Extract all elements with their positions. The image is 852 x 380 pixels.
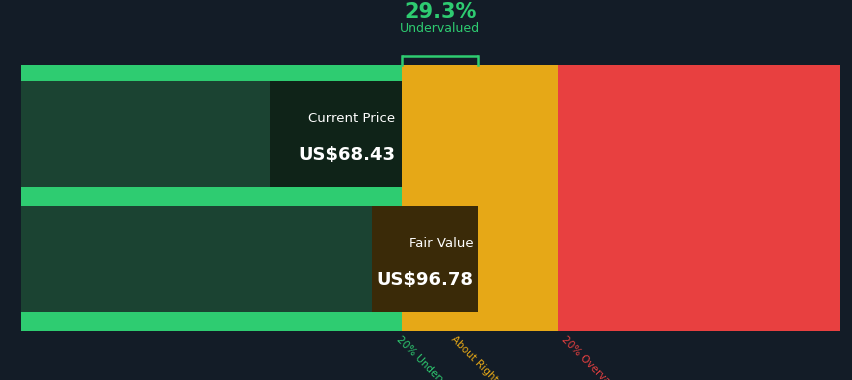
Text: Current Price: Current Price: [308, 112, 394, 125]
Bar: [21, 206, 478, 312]
Bar: [21, 81, 401, 187]
Text: 20% Undervalued: 20% Undervalued: [394, 334, 467, 380]
Text: About Right: About Right: [449, 334, 499, 380]
Text: Undervalued: Undervalued: [400, 22, 480, 35]
Text: 20% Overvalued: 20% Overvalued: [559, 334, 627, 380]
Text: US$96.78: US$96.78: [376, 271, 473, 289]
Bar: [401, 65, 557, 331]
Text: Fair Value: Fair Value: [408, 238, 473, 250]
Bar: [21, 65, 401, 331]
Text: US$68.43: US$68.43: [298, 146, 394, 164]
Bar: [269, 81, 401, 187]
Text: 29.3%: 29.3%: [404, 2, 475, 22]
Bar: [557, 65, 839, 331]
Bar: [371, 206, 478, 312]
